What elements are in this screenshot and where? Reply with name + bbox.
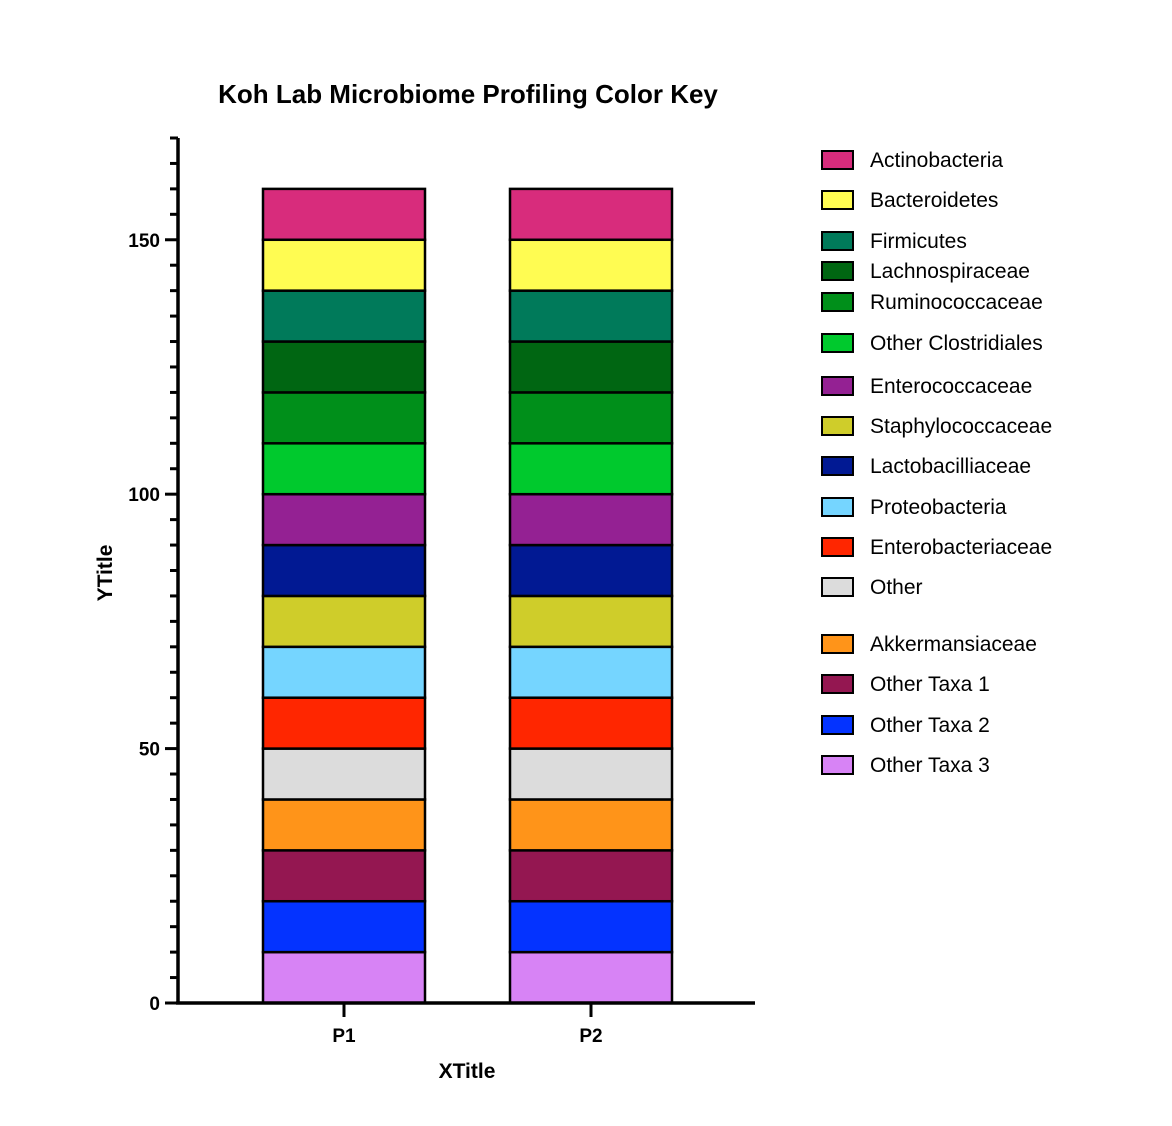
legend-label-other-clostridiales: Other Clostridiales — [870, 332, 1043, 355]
axes: 0 50 100 150 P1 P2 — [128, 136, 755, 1047]
bar-segment-p2-lactobacilliaceae — [508, 543, 674, 598]
bar-segment-p2-other-taxa-2 — [508, 899, 674, 954]
legend-swatch-other — [821, 577, 854, 597]
legend-label-other: Other — [870, 576, 923, 599]
legend-swatch-lactobacilliaceae — [821, 456, 854, 476]
bar-segment-p2-other-taxa-3 — [508, 950, 674, 1005]
bar-segment-p1-proteobacteria — [261, 645, 427, 699]
legend-swatch-other-taxa-2 — [821, 715, 854, 735]
bar-segment-p2-enterobacteriaceae — [508, 696, 674, 750]
legend-item-actinobacteria: Actinobacteria — [821, 149, 1003, 172]
legend-label-proteobacteria: Proteobacteria — [870, 496, 1007, 519]
legend-item-other-taxa-1: Other Taxa 1 — [821, 673, 990, 696]
legend-item-other-taxa-2: Other Taxa 2 — [821, 714, 990, 737]
legend-swatch-proteobacteria — [821, 497, 854, 517]
y-tick-label-150: 150 — [128, 231, 160, 252]
legend-item-lactobacilliaceae: Lactobacilliaceae — [821, 455, 1031, 478]
legend-item-enterococcaceae: Enterococcaceae — [821, 375, 1032, 398]
legend-swatch-other-taxa-3 — [821, 755, 854, 775]
y-axis-title: YTitle — [94, 545, 117, 602]
legend-item-firmicutes: Firmicutes — [821, 230, 967, 253]
bar-segment-p2-other-clostridiales — [508, 442, 674, 496]
bar-segment-p2-ruminococcaceae — [508, 391, 674, 445]
legend-item-staphylococcaceae: Staphylococcaceae — [821, 415, 1052, 438]
legend-swatch-enterococcaceae — [821, 376, 854, 396]
bar-segment-p1-other-taxa-1 — [261, 849, 427, 903]
bar-segment-p1-other-taxa-2 — [261, 899, 427, 954]
legend-label-bacteroidetes: Bacteroidetes — [870, 189, 998, 212]
legend-swatch-bacteroidetes — [821, 190, 854, 210]
y-tick-label-100: 100 — [128, 485, 160, 506]
legend-item-bacteroidetes: Bacteroidetes — [821, 189, 998, 212]
legend-label-other-taxa-1: Other Taxa 1 — [870, 673, 990, 696]
legend-swatch-enterobacteriaceae — [821, 537, 854, 557]
bar-group — [261, 187, 674, 1005]
bar-segment-p2-firmicutes — [508, 289, 674, 343]
legend-swatch-firmicutes — [821, 231, 854, 251]
legend-label-firmicutes: Firmicutes — [870, 230, 967, 253]
legend-label-other-taxa-2: Other Taxa 2 — [870, 714, 990, 737]
x-axis-title: XTitle — [439, 1060, 496, 1083]
x-tick-label-p2: P2 — [579, 1026, 602, 1047]
bar-segment-p1-enterococcaceae — [261, 492, 427, 547]
y-tick-label-0: 0 — [149, 994, 160, 1015]
bar-segment-p2-enterococcaceae — [508, 492, 674, 547]
x-tick-label-p1: P1 — [332, 1026, 356, 1047]
legend-item-lachnospiraceae: Lachnospiraceae — [821, 260, 1030, 283]
bar-segment-p1-other-clostridiales — [261, 442, 427, 496]
bar-segment-p2-other — [508, 747, 674, 801]
legend-label-other-taxa-3: Other Taxa 3 — [870, 754, 990, 777]
legend: Actinobacteria Bacteroidetes Firmicutes Lac… — [821, 149, 1052, 777]
bar-segment-p1-other-taxa-3 — [261, 950, 427, 1005]
legend-item-other-clostridiales: Other Clostridiales — [821, 332, 1043, 355]
bar-segment-p2-other-taxa-1 — [508, 849, 674, 903]
bar-segment-p1-lactobacilliaceae — [261, 543, 427, 598]
bar-segment-p2-actinobacteria — [508, 187, 674, 242]
bar-segment-p2-lachnospiraceae — [508, 340, 674, 394]
legend-item-ruminococcaceae: Ruminococcaceae — [821, 291, 1043, 314]
legend-item-other-taxa-3: Other Taxa 3 — [821, 754, 990, 777]
legend-label-actinobacteria: Actinobacteria — [870, 149, 1003, 172]
legend-item-akkermansiaceae: Akkermansiaceae — [821, 633, 1037, 656]
bar-segment-p1-bacteroidetes — [261, 238, 427, 292]
bar-segment-p2-proteobacteria — [508, 645, 674, 699]
y-tick-label-50: 50 — [139, 740, 160, 761]
bar-segment-p1-other — [261, 747, 427, 801]
legend-swatch-staphylococcaceae — [821, 416, 854, 436]
bar-segment-p1-lachnospiraceae — [261, 340, 427, 394]
legend-item-enterobacteriaceae: Enterobacteriaceae — [821, 536, 1052, 559]
bar-segment-p1-actinobacteria — [261, 187, 427, 242]
legend-label-ruminococcaceae: Ruminococcaceae — [870, 291, 1043, 314]
bar-segment-p2-bacteroidetes — [508, 238, 674, 292]
legend-swatch-ruminococcaceae — [821, 292, 854, 312]
legend-swatch-akkermansiaceae — [821, 634, 854, 654]
bar-segment-p2-akkermansiaceae — [508, 798, 674, 852]
bar-segment-p1-firmicutes — [261, 289, 427, 343]
chart-title: Koh Lab Microbiome Profiling Color Key — [218, 79, 718, 109]
legend-label-lactobacilliaceae: Lactobacilliaceae — [870, 455, 1031, 478]
legend-swatch-lachnospiraceae — [821, 261, 854, 281]
bar-segment-p1-ruminococcaceae — [261, 391, 427, 445]
bar-segment-p2-staphylococcaceae — [508, 594, 674, 649]
bar-segment-p1-akkermansiaceae — [261, 798, 427, 852]
legend-swatch-other-taxa-1 — [821, 674, 854, 694]
legend-item-proteobacteria: Proteobacteria — [821, 496, 1007, 519]
legend-label-lachnospiraceae: Lachnospiraceae — [870, 260, 1030, 283]
legend-label-enterococcaceae: Enterococcaceae — [870, 375, 1032, 398]
bar-segment-p1-enterobacteriaceae — [261, 696, 427, 750]
legend-label-akkermansiaceae: Akkermansiaceae — [870, 633, 1037, 656]
bar-segment-p1-staphylococcaceae — [261, 594, 427, 649]
legend-label-staphylococcaceae: Staphylococcaceae — [870, 415, 1052, 438]
legend-swatch-actinobacteria — [821, 150, 854, 170]
legend-item-other: Other — [821, 576, 923, 599]
legend-swatch-other-clostridiales — [821, 333, 854, 353]
legend-label-enterobacteriaceae: Enterobacteriaceae — [870, 536, 1052, 559]
